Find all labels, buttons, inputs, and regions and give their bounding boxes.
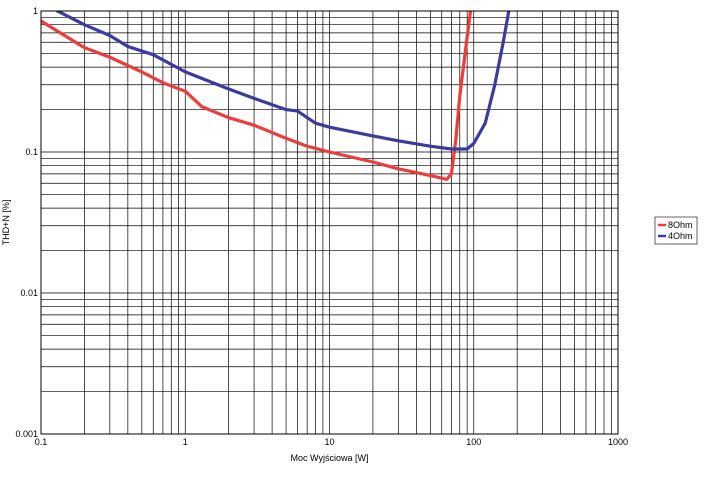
series-line-4ohm: [55, 11, 511, 151]
y-tick-label: 0.001: [15, 429, 38, 439]
x-tick-label: 100: [466, 437, 481, 447]
x-tick-labels: 0.1 1 10 100 1000: [35, 437, 628, 447]
x-tick-label: 0.1: [35, 437, 48, 447]
plot-frame: [40, 10, 619, 435]
x-axis-title: Moc Wyjściowa [W]: [291, 453, 369, 463]
series-lines: [41, 11, 511, 181]
legend-label-4ohm: 4Ohm: [668, 231, 693, 241]
y-tick-label: 0.1: [25, 147, 38, 157]
legend-box: [654, 216, 698, 245]
series-line-8ohm: [41, 11, 473, 181]
legend-label-8ohm: 8Ohm: [668, 220, 693, 230]
y-axis-title: THD+N [%]: [1, 200, 11, 246]
y-tick-labels: 1 0.1 0.01 0.001: [15, 6, 38, 439]
y-tick-label: 1: [33, 6, 38, 16]
x-tick-label: 10: [324, 437, 334, 447]
x-tick-label: 1000: [608, 437, 628, 447]
y-tick-label: 0.01: [20, 288, 38, 298]
x-tick-label: 1: [183, 437, 188, 447]
